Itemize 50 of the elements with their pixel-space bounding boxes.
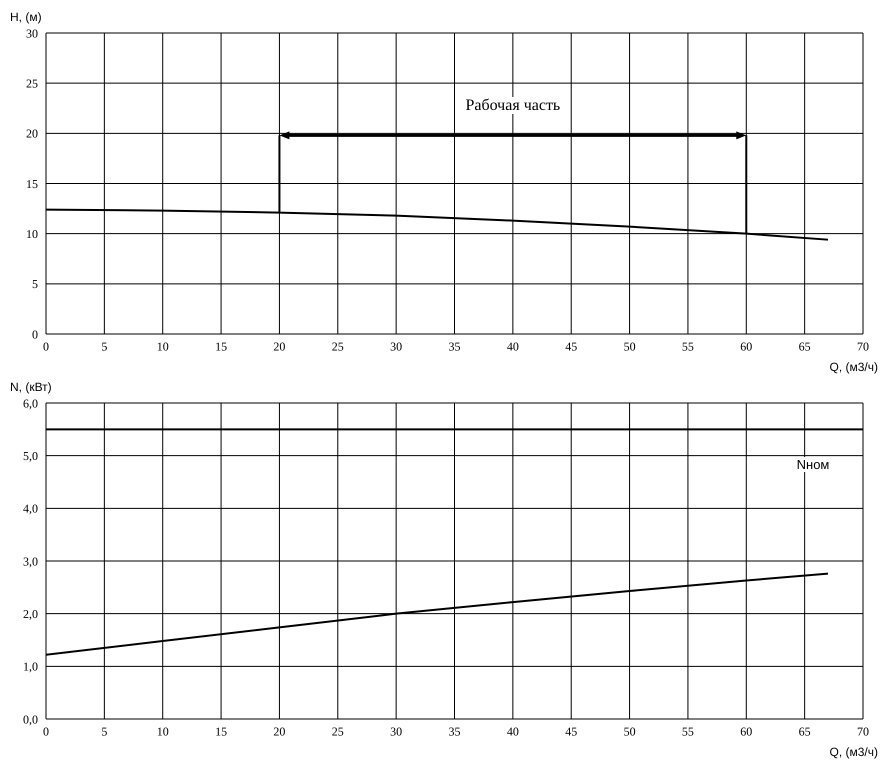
- x-tick-label: 60: [740, 724, 752, 739]
- x-tick-label: 10: [156, 340, 169, 354]
- x-tick-label: 65: [798, 724, 811, 739]
- y-tick-label: 3,0: [23, 554, 38, 568]
- x-tick-label: 35: [448, 340, 460, 354]
- x-tick-label: 25: [332, 724, 344, 739]
- x-tick-label: 35: [448, 724, 460, 739]
- x-tick-label: 20: [273, 724, 286, 739]
- annotation: Рабочая часть: [462, 97, 564, 114]
- ref-line-label: Nном: [783, 457, 843, 472]
- y-axis-title: N, (кВт): [10, 380, 52, 394]
- x-tick-label: 0: [43, 724, 49, 739]
- x-tick-label: 30: [390, 724, 402, 739]
- x-tick-label: 55: [682, 724, 694, 739]
- y-tick-label: 1,0: [23, 660, 38, 674]
- y-tick-label: 5,0: [23, 448, 38, 463]
- y-tick-label: 6,0: [23, 396, 38, 410]
- x-tick-label: 0: [43, 340, 49, 354]
- x-tick-label: 50: [624, 724, 636, 739]
- y-tick-label: 0,0: [23, 712, 38, 726]
- y-tick-label: 5: [32, 277, 38, 292]
- y-tick-label: 10: [26, 226, 38, 241]
- y-tick-label: 4,0: [23, 502, 38, 516]
- x-axis-title: Q, (м3/ч): [829, 360, 878, 374]
- x-tick-label: 70: [857, 724, 869, 739]
- x-tick-label: 55: [682, 340, 694, 354]
- x-tick-label: 10: [156, 724, 169, 739]
- x-tick-label: 70: [857, 340, 869, 354]
- y-axis-title: H, (м): [10, 10, 42, 24]
- x-tick-label: 15: [215, 340, 228, 354]
- x-tick-label: 30: [390, 340, 402, 354]
- y-tick-label: 25: [26, 76, 38, 90]
- y-tick-label: 2,0: [23, 606, 38, 621]
- y-tick-label: 0: [32, 327, 38, 342]
- x-tick-label: 5: [101, 724, 108, 739]
- y-tick-label: 30: [26, 26, 38, 40]
- x-tick-label: 45: [565, 724, 578, 739]
- x-tick-label: 5: [101, 340, 108, 354]
- x-tick-label: 40: [506, 724, 519, 739]
- x-axis-title: Q, (м3/ч): [829, 745, 878, 759]
- y-tick-label: 15: [26, 176, 38, 191]
- x-tick-label: 60: [740, 340, 752, 354]
- x-tick-label: 65: [798, 340, 811, 354]
- x-tick-label: 15: [215, 724, 228, 739]
- x-tick-label: 20: [273, 340, 286, 354]
- x-tick-label: 45: [565, 340, 578, 354]
- x-tick-label: 25: [332, 340, 344, 354]
- x-tick-label: 50: [624, 340, 636, 354]
- x-tick-label: 40: [506, 340, 519, 354]
- y-tick-label: 20: [26, 126, 38, 141]
